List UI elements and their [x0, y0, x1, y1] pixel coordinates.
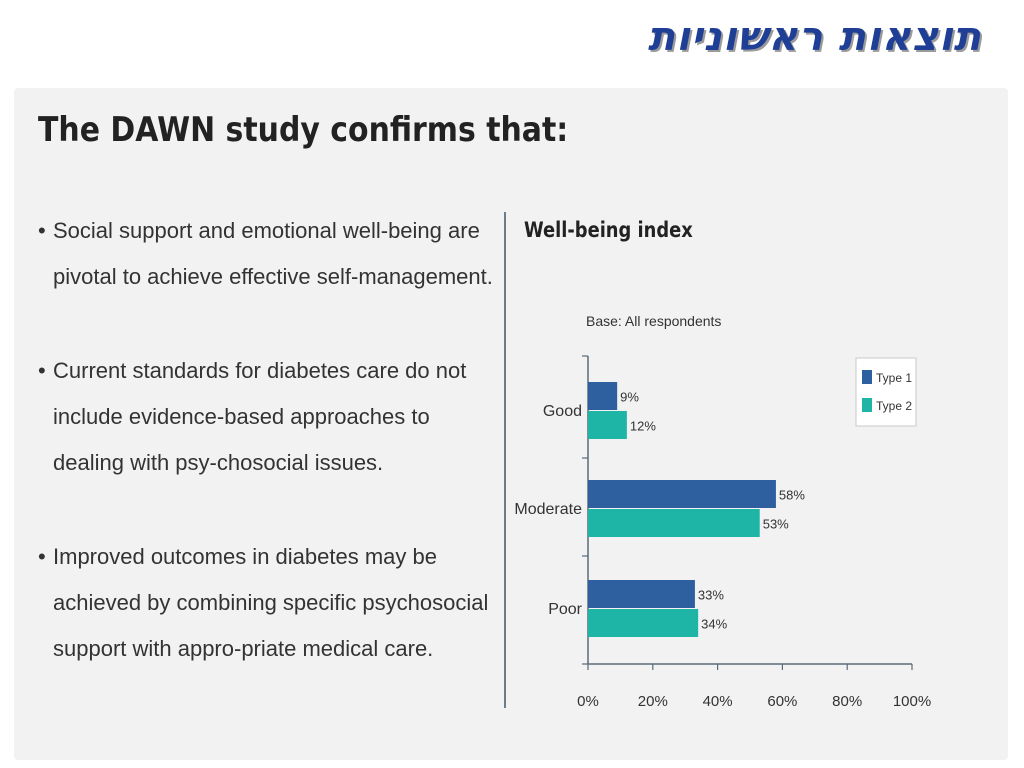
legend-swatch: [862, 398, 872, 412]
chart-subtitle: Base: All respondents: [586, 313, 722, 329]
bar-poor-type-2: [588, 609, 699, 637]
bullet-dot-icon: •: [38, 358, 46, 383]
bullet-list: • Social support and emotional well-bein…: [36, 208, 496, 720]
column-divider: [504, 212, 506, 708]
bullet-text-2: Current standards for diabetes care do n…: [53, 358, 467, 475]
x-tick-label: 100%: [893, 693, 931, 710]
bar-moderate-type-1: [588, 480, 776, 508]
x-tick-label: 80%: [832, 693, 862, 710]
legend-label: Type 2: [876, 399, 912, 413]
x-tick-label: 20%: [638, 693, 668, 710]
legend-swatch: [862, 370, 872, 384]
legend-label: Type 1: [876, 371, 912, 385]
bar-good-type-1: [588, 382, 618, 410]
x-tick-label: 60%: [767, 693, 797, 710]
bar-value-label: 9%: [620, 390, 639, 405]
bar-value-label: 12%: [630, 419, 656, 434]
bullet-item-1: • Social support and emotional well-bein…: [36, 208, 496, 300]
bullet-item-3: • Improved outcomes in diabetes may be a…: [36, 534, 496, 672]
bullet-item-2: • Current standards for diabetes care do…: [36, 348, 496, 486]
category-label: Poor: [548, 601, 582, 618]
bar-good-type-2: [588, 411, 627, 439]
category-label: Moderate: [514, 501, 582, 518]
bullet-dot-icon: •: [38, 218, 46, 243]
category-label: Good: [543, 403, 582, 420]
well-being-chart: 0% 20% 40% 60% 80% 100% 9% 12% Good 58% 53% Moderat…: [514, 355, 931, 710]
bar-value-label: 33%: [698, 588, 724, 603]
x-tick-label: 40%: [703, 693, 733, 710]
bar-value-label: 34%: [701, 617, 727, 632]
panel-heading: The DAWN study confirms that:: [38, 110, 569, 150]
x-tick-label: 0%: [577, 693, 599, 710]
bar-poor-type-1: [588, 580, 695, 608]
bar-moderate-type-2: [588, 509, 760, 537]
bullet-text-1: Social support and emotional well-being …: [53, 218, 493, 289]
bullet-dot-icon: •: [38, 544, 46, 569]
content-panel: The DAWN study confirms that: • Social s…: [14, 88, 1008, 760]
chart-title: Well-being index: [524, 218, 693, 242]
bar-value-label: 58%: [779, 488, 805, 503]
legend-box: [855, 357, 917, 427]
bullet-text-3: Improved outcomes in diabetes may be ach…: [53, 544, 489, 661]
bar-value-label: 53%: [763, 517, 789, 532]
slide-title: תוצאות ראשוניות: [647, 14, 982, 60]
